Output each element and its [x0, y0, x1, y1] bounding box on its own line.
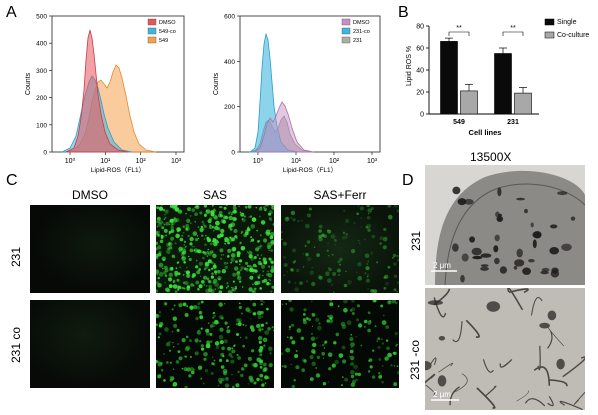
legend-swatch	[341, 18, 351, 26]
y-axis-title: Counts	[213, 72, 220, 95]
legend-swatch	[147, 18, 157, 26]
y-tick-label: 100	[36, 122, 47, 129]
legend-swatch	[544, 31, 555, 39]
em-image-231-co: 2 μm	[425, 288, 585, 410]
x-tick-label: 10⁰	[65, 157, 76, 165]
panel-letter-b: B	[398, 4, 409, 21]
column-header-sas-ferr: SAS+Ferr	[313, 188, 367, 202]
legend-swatch	[341, 27, 351, 35]
y-tick-label: 0	[420, 112, 424, 119]
histogram-231: 600 400 200 0 10⁰ 10¹ 10² 10³ DMSO 231-co 231 Co…	[213, 14, 381, 174]
x-tick-label: 10²	[329, 158, 340, 165]
legend-label: 549	[159, 38, 168, 44]
legend-label: 231-co	[353, 29, 370, 35]
curve-dmso-231	[252, 101, 315, 153]
x-axis-title: Lipid-ROS（FL1）	[91, 166, 145, 174]
y-tick-label: 0	[231, 150, 235, 157]
x-axis-title: Cell lines	[469, 128, 502, 137]
scale-bar-label: 2 μm	[433, 390, 451, 399]
legend-label: Co-culture	[557, 32, 589, 39]
significance-bracket	[502, 31, 524, 36]
panel-letter-a: A	[6, 4, 17, 21]
micrograph-231co-sas-ferr	[281, 300, 399, 388]
row-header-231-co: 231 co	[9, 326, 23, 363]
legend-label: 549-co	[159, 29, 176, 35]
y-tick-label: 80	[416, 24, 424, 31]
y-tick-label: 600	[224, 14, 235, 21]
row-header-231: 231	[9, 246, 23, 267]
significance-label: **	[456, 25, 462, 32]
y-tick-label: 60	[416, 46, 424, 53]
x-axis-title: Lipid-ROS（FL1）	[283, 166, 337, 174]
micrograph-231-dmso	[30, 205, 150, 293]
significance-bracket	[448, 31, 470, 36]
legend-swatch	[147, 27, 157, 35]
x-tick-label: 10³	[367, 158, 378, 165]
y-tick-label: 200	[224, 104, 235, 111]
scale-bar-label: 2 μm	[433, 261, 451, 270]
y-tick-label: 300	[36, 68, 47, 75]
y-axis-title: Lipid ROS %	[406, 46, 413, 86]
bar-single-231	[494, 53, 512, 115]
em-row-header-231: 231	[409, 230, 423, 251]
legend-label: 231	[353, 38, 362, 44]
legend-label: DMSO	[353, 20, 370, 26]
column-header-dmso: DMSO	[72, 188, 108, 202]
y-tick-label: 400	[224, 59, 235, 66]
y-tick-label: 200	[36, 95, 47, 102]
y-tick-label: 500	[36, 14, 47, 21]
x-tick-label: 10⁰	[253, 157, 264, 165]
x-tick-label: 10²	[136, 158, 147, 165]
bar-co-culture-549	[460, 90, 478, 115]
y-axis-title: Counts	[25, 72, 32, 95]
em-image-231: 2 μm	[425, 165, 585, 285]
y-tick-label: 0	[43, 150, 47, 157]
x-tick-label: 10³	[171, 158, 182, 165]
legend-swatch	[147, 36, 157, 44]
x-tick-label: 10¹	[100, 158, 111, 165]
significance-label: **	[510, 25, 516, 32]
y-tick-label: 20	[416, 90, 424, 97]
legend-label: DMSO	[159, 20, 176, 26]
legend-label: Single	[557, 19, 577, 26]
bar-co-culture-231	[514, 92, 532, 115]
micrograph-231co-dmso	[30, 300, 150, 388]
histogram-549: 500 400 300 200 100 0 10⁰ 10¹ 10² 10³ DMSO 549-co…	[25, 14, 185, 174]
bar-single-549	[440, 41, 458, 115]
x-tick-label: 231	[507, 119, 519, 126]
legend-swatch	[341, 36, 351, 44]
column-header-sas: SAS	[202, 188, 227, 202]
x-tick-label: 549	[453, 119, 465, 126]
y-tick-label: 400	[36, 41, 47, 48]
legend-swatch	[544, 18, 555, 26]
y-tick-label: 40	[416, 68, 424, 75]
micrograph-231-sas-ferr	[281, 205, 399, 293]
magnification-label: 13500X	[470, 150, 512, 164]
curve-dmso	[65, 29, 129, 153]
bar-chart-lipid-ros: 0 20 40 60 80 549 231 ** ** Single Co-culture Li…	[406, 18, 589, 137]
panel-letter-d: D	[402, 172, 414, 189]
micrograph-231co-sas	[156, 300, 274, 388]
micrograph-231-sas	[156, 205, 274, 293]
em-row-header-231-co: 231 -co	[408, 339, 422, 380]
x-tick-label: 10¹	[291, 158, 302, 165]
panel-letter-c: C	[6, 172, 18, 189]
